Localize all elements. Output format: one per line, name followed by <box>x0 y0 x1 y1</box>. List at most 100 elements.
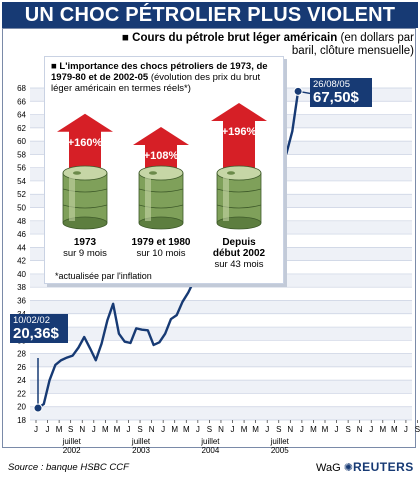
inset-period: 1973 <box>73 237 97 248</box>
inset-panel: ■ L'importance des chocs pétroliers de 1… <box>44 56 284 284</box>
barrel-top <box>216 165 262 181</box>
subtitle-bullet: ■ <box>121 32 133 44</box>
inset-note: *actualisée par l'inflation <box>55 271 152 281</box>
end-date: 26/08/05 <box>313 79 350 90</box>
inset-col-1979: 1979 et 1980 sur 10 mois <box>125 237 197 259</box>
x-year-label: 2005 <box>271 446 289 455</box>
x-tick-label: S <box>345 425 350 434</box>
barrel-ring <box>138 188 184 193</box>
barrel-ring <box>138 204 184 209</box>
x-tick-label: J <box>231 425 235 434</box>
x-tick-label: J <box>46 425 50 434</box>
y-tick-label: 24 <box>17 376 26 385</box>
grid-band <box>30 327 412 341</box>
x-tick-label: J <box>335 425 339 434</box>
y-tick-label: 48 <box>17 217 26 226</box>
x-tick-label: S <box>137 425 142 434</box>
inset-title-bold: L'importance des chocs pétroliers de 197… <box>51 61 268 83</box>
subtitle-normal: (en dollars par baril, clôture mensuelle… <box>291 32 414 57</box>
x-tick-label: M <box>379 425 386 434</box>
x-tick-label: M <box>241 425 248 434</box>
x-year-label: juillet <box>62 437 82 446</box>
y-tick-label: 58 <box>17 150 26 159</box>
reuters-logo: WaG ✺REUTERS <box>316 460 414 474</box>
x-tick-label: N <box>218 425 224 434</box>
increase-arrow <box>211 103 267 177</box>
x-year-label: 2003 <box>132 446 150 455</box>
increase-percent: +196% <box>222 126 257 138</box>
x-tick-label: N <box>357 425 363 434</box>
inset-period: Depuis <box>222 237 256 248</box>
x-tick-label: N <box>79 425 85 434</box>
barrel-ring <box>62 204 108 209</box>
inset-col-1973: 1973 sur 9 mois <box>49 237 121 259</box>
y-tick-label: 62 <box>17 124 26 133</box>
x-tick-label: S <box>415 425 420 434</box>
increase-arrow <box>133 127 189 177</box>
y-tick-label: 64 <box>17 111 26 120</box>
increase-arrow <box>57 113 113 177</box>
x-tick-label: S <box>276 425 281 434</box>
x-tick-label: M <box>114 425 121 434</box>
source-note: Source : banque HSBC CCF <box>8 462 129 473</box>
inset-title: ■ L'importance des chocs pétroliers de 1… <box>51 61 279 94</box>
x-tick-label: M <box>102 425 109 434</box>
x-tick-label: J <box>196 425 200 434</box>
inset-col-2002: Depuis début 2002 sur 43 mois <box>203 237 275 270</box>
start-value: 20,36$ <box>13 325 59 342</box>
inset-title-normal: (évolution des prix du brut léger améric… <box>51 72 261 94</box>
x-tick-label: M <box>322 425 329 434</box>
increase-percent: +108% <box>144 150 179 162</box>
y-tick-label: 56 <box>17 164 26 173</box>
end-point <box>293 86 303 96</box>
x-tick-label: M <box>391 425 398 434</box>
start-date: 10/02/02 <box>13 315 50 326</box>
x-tick-label: J <box>92 425 96 434</box>
chart-subtitle: ■ Cours du pétrole brut léger américain … <box>118 32 414 58</box>
inset-duration: sur 43 mois <box>214 259 264 270</box>
y-tick-label: 60 <box>17 137 26 146</box>
reuters-icon: ✺ <box>343 462 353 474</box>
y-tick-label: 20 <box>17 403 26 412</box>
start-point <box>33 403 43 413</box>
grid-band <box>30 406 412 420</box>
y-tick-label: 36 <box>17 296 26 305</box>
x-tick-label: M <box>56 425 63 434</box>
inset-duration: sur 9 mois <box>63 248 107 259</box>
brand-prefix: WaG <box>316 462 341 474</box>
y-tick-label: 40 <box>17 270 26 279</box>
x-tick-label: S <box>68 425 73 434</box>
barrel-shine <box>69 177 75 221</box>
y-tick-label: 44 <box>17 243 26 252</box>
inset-bullet: ■ <box>51 61 60 72</box>
barrel-cap <box>149 171 157 175</box>
inset-period-2: début 2002 <box>212 248 266 259</box>
x-tick-label: J <box>265 425 269 434</box>
x-tick-label: J <box>126 425 130 434</box>
barrel-cap <box>73 171 81 175</box>
x-tick-label: J <box>161 425 165 434</box>
barrel-shine <box>145 177 151 221</box>
barrel-shine <box>223 177 229 221</box>
end-callout: 26/08/05 67,50$ <box>310 78 372 107</box>
grid-band <box>30 353 412 367</box>
y-tick-label: 66 <box>17 97 26 106</box>
x-tick-label: S <box>207 425 212 434</box>
barrel-ring <box>216 188 262 193</box>
x-tick-label: M <box>171 425 178 434</box>
y-tick-label: 28 <box>17 350 26 359</box>
x-tick-label: J <box>404 425 408 434</box>
x-year-label: 2002 <box>63 446 81 455</box>
inset-duration: sur 10 mois <box>136 248 186 259</box>
y-tick-label: 22 <box>17 389 26 398</box>
y-tick-label: 68 <box>17 84 26 93</box>
y-tick-label: 52 <box>17 190 26 199</box>
x-year-label: 2004 <box>202 446 220 455</box>
barrel-ring <box>216 204 262 209</box>
barrel-top <box>62 165 108 181</box>
x-tick-label: N <box>149 425 155 434</box>
inset-graphics: +160% +108% +196% <box>57 103 267 230</box>
end-value: 67,50$ <box>313 89 359 106</box>
y-tick-label: 50 <box>17 204 26 213</box>
x-tick-label: J <box>34 425 38 434</box>
